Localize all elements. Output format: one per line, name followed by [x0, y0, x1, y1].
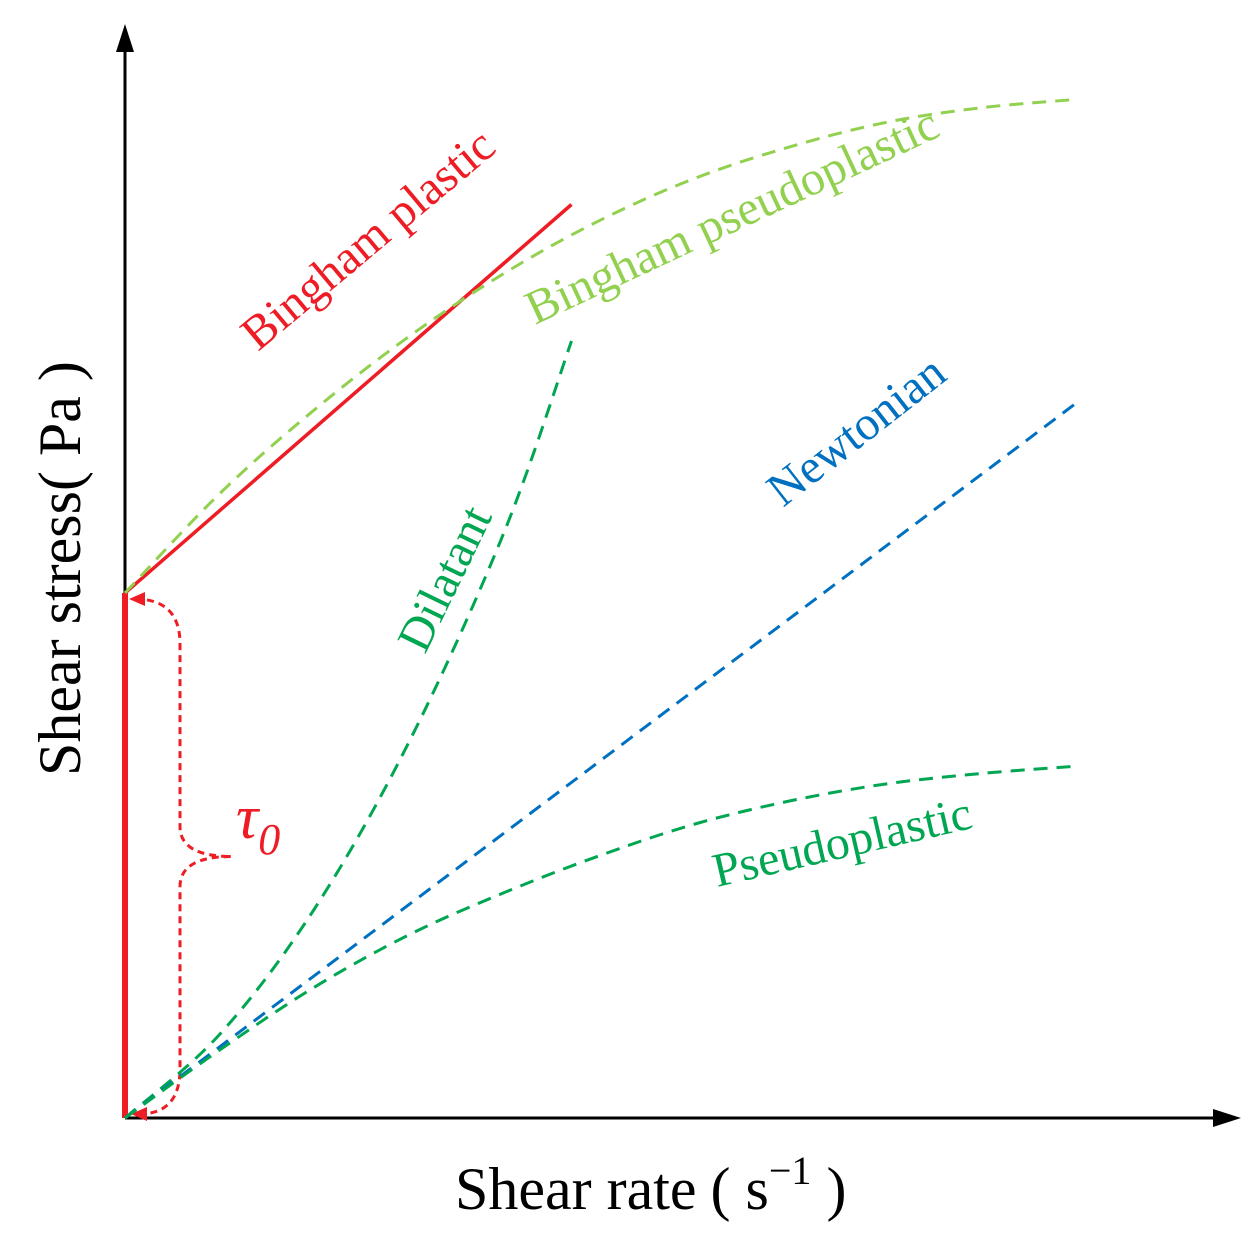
bingham-pseudoplastic-label: Bingham pseudoplastic [517, 97, 947, 335]
yield-stress-subscript: 0 [258, 815, 280, 864]
bingham-plastic-line [123, 203, 573, 595]
bingham-plastic-label: Bingham plastic [231, 118, 505, 360]
series-layer [123, 98, 1076, 1120]
x-axis-unit-exponent: −1 [769, 1148, 812, 1193]
y-axis-arrowhead [116, 24, 134, 52]
x-axis-title-text: Shear rate [455, 1156, 697, 1222]
x-axis-unit-close: ) [811, 1156, 846, 1222]
x-axis-title: Shear rate( s−1 ) [455, 1148, 846, 1222]
bingham-pseudoplastic-line [123, 98, 1076, 595]
yield-stress-brace-arrow-top [129, 592, 145, 606]
yield-stress-brace-arrow-bottom [131, 1107, 147, 1121]
x-axis-arrowhead [1213, 1109, 1241, 1127]
yield-stress-brace [134, 597, 233, 1116]
newtonian-line [124, 402, 1076, 1120]
y-axis-title: Shear stress( Pa ) [27, 361, 93, 776]
newtonian-label: Newtonian [757, 345, 956, 516]
pseudoplastic-label: Pseudoplastic [708, 787, 977, 898]
pseudoplastic-line [124, 764, 1076, 1120]
yield-stress-symbol: τ [236, 784, 261, 852]
dilatant-line [124, 340, 573, 1120]
yield-stress-label: τ0 [236, 784, 280, 864]
x-axis-unit-open: ( s [711, 1156, 769, 1222]
